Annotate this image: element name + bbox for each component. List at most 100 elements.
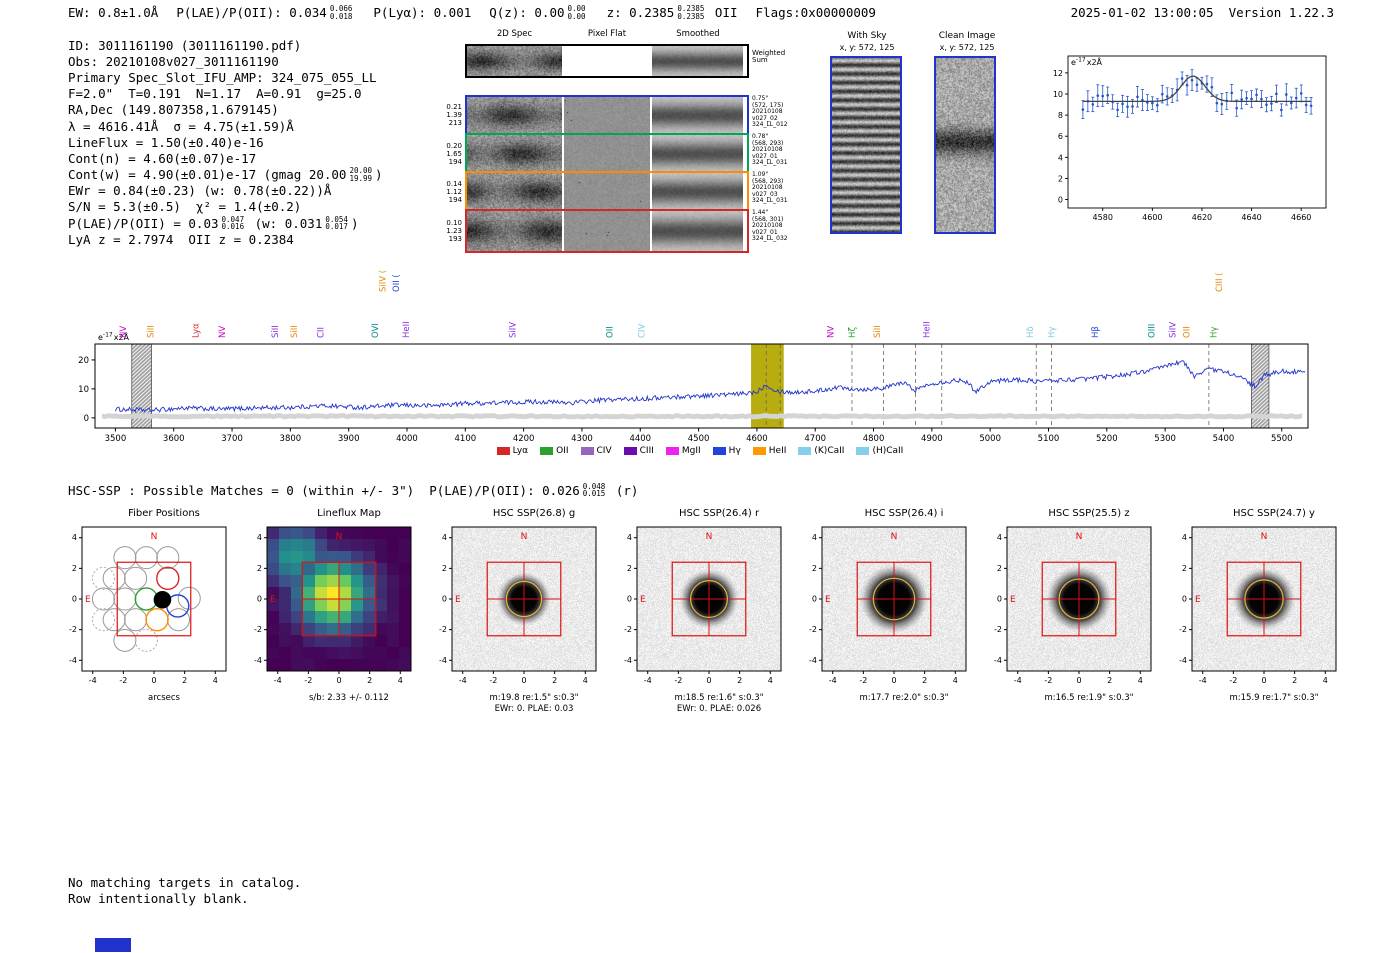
cutout-image-4 bbox=[796, 521, 986, 693]
info-line-7: LineFlux = 1.50(±0.40)e-16 bbox=[68, 134, 383, 150]
annotation-line: 0.78" bbox=[752, 133, 769, 140]
col-title-2d-spec: 2D Spec bbox=[496, 29, 533, 39]
legend-swatch bbox=[798, 447, 812, 455]
info-seg-0: P(LAE)/P(OII) = 0.03 bbox=[68, 215, 219, 231]
cutout-image-3 bbox=[611, 521, 801, 693]
info-sup: 0.047 bbox=[221, 214, 245, 224]
spec2d-row1-spec-image bbox=[467, 97, 562, 133]
legend-label: CIV bbox=[596, 446, 612, 456]
annotation-line: 20210108 bbox=[752, 146, 783, 154]
spectrum-legend: Lyα OII CIV CIII MgII Hγ HeII (K)CaII (H)CaII bbox=[95, 446, 1305, 456]
clean-image bbox=[934, 56, 996, 234]
legend-label: Hγ bbox=[728, 446, 741, 456]
spec2d-row-2-scale-labels: 0.20 1.65 194 bbox=[438, 142, 462, 166]
hsc-seg-0: HSC-SSP : Possible Matches = 0 (within +… bbox=[68, 482, 580, 498]
spec2d-row4-flat-image bbox=[564, 211, 650, 251]
spec2d-row3-smooth-image bbox=[652, 173, 743, 210]
legend-label: OII bbox=[556, 446, 569, 456]
cutout-title: HSC SSP(26.4) i bbox=[864, 508, 944, 519]
legend-swatch bbox=[496, 447, 510, 455]
info-seg-0: LyA z = 2.7974 OII z = 0.2384 bbox=[68, 231, 294, 247]
annotation-line: 324_LL_032 bbox=[752, 235, 788, 243]
spec2d-row-3-scale-labels: 0.14 1.12 194 bbox=[438, 180, 462, 204]
info-line-4: F=2.0" T=0.191 N=1.17 A=0.91 g=25.0 bbox=[68, 86, 383, 102]
cutout-panel-fibers-0: Fiber Positions arcsecs bbox=[56, 508, 246, 723]
cutout-caption-1: m:15.9 re:1.7" s:0.3" bbox=[1229, 693, 1319, 703]
legend-label: HeII bbox=[768, 446, 787, 456]
header-sub: 0.018 bbox=[329, 11, 353, 21]
cutout-panel-galaxy-3: HSC SSP(26.4) r m:18.5 re:1.6" s:0.3" EWr:… bbox=[611, 508, 801, 723]
info-seg-2: (w: 0.031 bbox=[247, 215, 323, 231]
legend-swatch bbox=[856, 447, 870, 455]
cutout-panel-galaxy-6: HSC SSP(24.7) y m:15.9 re:1.7" s:0.3" bbox=[1166, 508, 1356, 723]
header-group-4: z: 0.2385 0.2385 0.2385 OII bbox=[607, 5, 738, 20]
legend-label: CIII bbox=[639, 446, 654, 456]
legend-item-CIV: CIV bbox=[580, 446, 612, 456]
header-sub: 0.00 bbox=[567, 11, 586, 21]
spec2d-row2-flat-image bbox=[564, 135, 650, 172]
annotation-line: Weighted bbox=[752, 49, 786, 57]
legend-label: Lyα bbox=[512, 446, 529, 456]
col-title-smoothed: Smoothed bbox=[676, 29, 720, 39]
header-stacked-fraction: 0.066 0.018 bbox=[330, 5, 353, 20]
legend-swatch bbox=[580, 447, 594, 455]
info-seg-0: EWr = 0.84(±0.23) (w: 0.78(±0.22))Å bbox=[68, 183, 332, 199]
cutout-title: Lineflux Map bbox=[317, 508, 381, 519]
annotation-line: 324_LL_031 bbox=[752, 197, 788, 205]
scale-value: 1.39 bbox=[446, 111, 462, 119]
header-summary: EW: 0.8±1.0Å P(LAE)/P(OII): 0.034 0.066 0.0… bbox=[68, 5, 876, 20]
header-group-0: EW: 0.8±1.0Å bbox=[68, 5, 158, 20]
annotation-line: (572, 175) bbox=[752, 101, 784, 109]
annotation-line: 1.44" bbox=[752, 209, 769, 216]
spec2d-row-0 bbox=[465, 44, 749, 78]
annotation-line: 20210108 bbox=[752, 222, 783, 230]
with-sky-coords: x, y: 572, 125 bbox=[839, 43, 895, 52]
spec2d-row1-smooth-image bbox=[652, 97, 743, 133]
header-sup: 0.066 bbox=[329, 4, 353, 13]
scale-value: 0.21 bbox=[446, 103, 462, 111]
cutout-title: HSC SSP(26.8) g bbox=[492, 508, 576, 519]
legend-item-Hγ: Hγ bbox=[712, 446, 741, 456]
annotation-line: v027_01 bbox=[752, 228, 778, 236]
line-fit-plot bbox=[1038, 44, 1334, 234]
info-line-2: Obs: 20210108v027_3011161190 bbox=[68, 53, 383, 69]
info-seg-0: Cont(w) = 4.90(±0.01)e-17 (gmag 20.00 bbox=[68, 167, 347, 183]
scale-value: 0.10 bbox=[446, 219, 462, 227]
legend-label: MgII bbox=[681, 446, 701, 456]
cutout-title: HSC SSP(25.5) z bbox=[1048, 508, 1130, 519]
header-group-5: Flags:0x00000009 bbox=[756, 5, 876, 20]
full-spectrum-plot bbox=[68, 258, 1320, 448]
footer-notes: No matching targets in catalog. Row inte… bbox=[68, 875, 301, 907]
legend-swatch bbox=[665, 447, 679, 455]
legend-item-(H)CaII: (H)CaII bbox=[856, 446, 903, 456]
info-line-6: λ = 4616.41Å σ = 4.75(±1.59)Å bbox=[68, 118, 383, 134]
info-seg-2: ) bbox=[375, 167, 383, 183]
cutout-caption-1: m:18.5 re:1.6" s:0.3" bbox=[674, 693, 764, 703]
hsc-stacked-fraction: 0.048 0.015 bbox=[583, 483, 606, 498]
spec2d-row4-smooth-image bbox=[652, 211, 743, 251]
info-sub: 0.016 bbox=[221, 222, 245, 232]
annotation-line: (568, 293) bbox=[752, 177, 784, 185]
legend-item-OII: OII bbox=[540, 446, 569, 456]
info-sup: 0.054 bbox=[325, 214, 348, 224]
cutout-title: Fiber Positions bbox=[128, 508, 200, 519]
header-seg-0: P(LAE)/P(OII): 0.034 bbox=[176, 5, 327, 20]
col-title-pixel-flat: Pixel Flat bbox=[587, 29, 627, 39]
info-line-13: LyA z = 2.7974 OII z = 0.2384 bbox=[68, 231, 383, 247]
cutout-panel-galaxy-2: HSC SSP(26.8) g m:19.8 re:1.5" s:0.3" EWr:… bbox=[426, 508, 616, 723]
legend-item-Lyα: Lyα bbox=[496, 446, 529, 456]
cutout-image-5 bbox=[981, 521, 1171, 693]
info-seg-0: Cont(n) = 4.60(±0.07)e-17 bbox=[68, 150, 257, 166]
legend-item-CIII: CIII bbox=[623, 446, 654, 456]
cutout-caption-2: EWr: 0. PLAE: 0.03 bbox=[494, 704, 574, 714]
corner-blue-marker bbox=[95, 938, 131, 952]
info-seg-0: λ = 4616.41Å σ = 4.75(±1.59)Å bbox=[68, 118, 294, 134]
with-sky-title: With Sky bbox=[847, 31, 887, 41]
info-line-10: EWr = 0.84(±0.23) (w: 0.78(±0.22))Å bbox=[68, 183, 383, 199]
clean-image-title: Clean Image bbox=[938, 31, 996, 41]
header-group-2: P(Lyα): 0.001 bbox=[373, 5, 471, 20]
spec2d-row4-spec-image bbox=[467, 211, 562, 251]
cutout-caption-1: s/b: 2.33 +/- 0.112 bbox=[309, 693, 389, 703]
legend-swatch bbox=[752, 447, 766, 455]
annotation-line: 20210108 bbox=[752, 108, 783, 116]
